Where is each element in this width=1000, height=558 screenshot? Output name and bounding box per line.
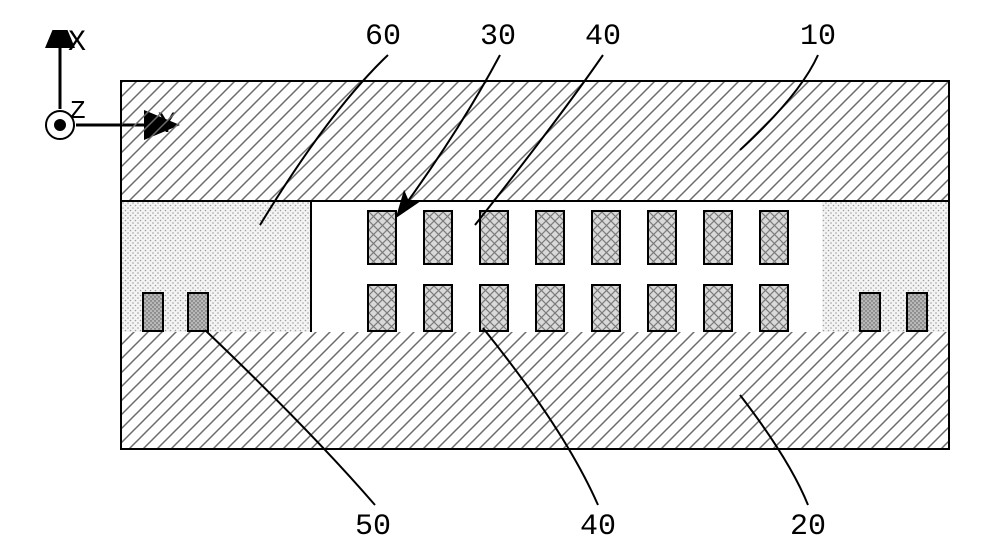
canvas: X Y Z: [0, 0, 1000, 558]
teeth-row-top: [367, 210, 789, 265]
tooth: [591, 284, 621, 332]
tooth: [591, 210, 621, 265]
tooth: [759, 284, 789, 332]
tooth: [367, 210, 397, 265]
pin: [859, 292, 881, 332]
pin: [906, 292, 928, 332]
tooth: [703, 284, 733, 332]
tooth: [535, 284, 565, 332]
label-20: 20: [790, 510, 826, 544]
label-60: 60: [365, 20, 401, 54]
tooth: [535, 210, 565, 265]
label-50: 50: [355, 510, 391, 544]
side-block-right: [818, 202, 948, 332]
bottom-region-20: [122, 328, 948, 448]
tooth: [423, 210, 453, 265]
tooth: [703, 210, 733, 265]
tooth: [367, 284, 397, 332]
mid-band: [122, 202, 948, 332]
teeth-row-bottom: [367, 284, 789, 332]
top-region-10: [122, 82, 948, 202]
tooth: [423, 284, 453, 332]
axis-x-label: X: [68, 26, 86, 60]
label-40-bot: 40: [580, 510, 616, 544]
tooth: [479, 284, 509, 332]
tooth: [479, 210, 509, 265]
tooth: [759, 210, 789, 265]
label-30: 30: [480, 20, 516, 54]
label-40-top: 40: [585, 20, 621, 54]
label-10: 10: [800, 20, 836, 54]
center-cavity-30: [312, 202, 822, 332]
tooth: [647, 210, 677, 265]
pin: [142, 292, 164, 332]
axis-z-label: Z: [70, 96, 86, 126]
device-outline: [120, 80, 950, 450]
tooth: [647, 284, 677, 332]
pin-50: [187, 292, 209, 332]
